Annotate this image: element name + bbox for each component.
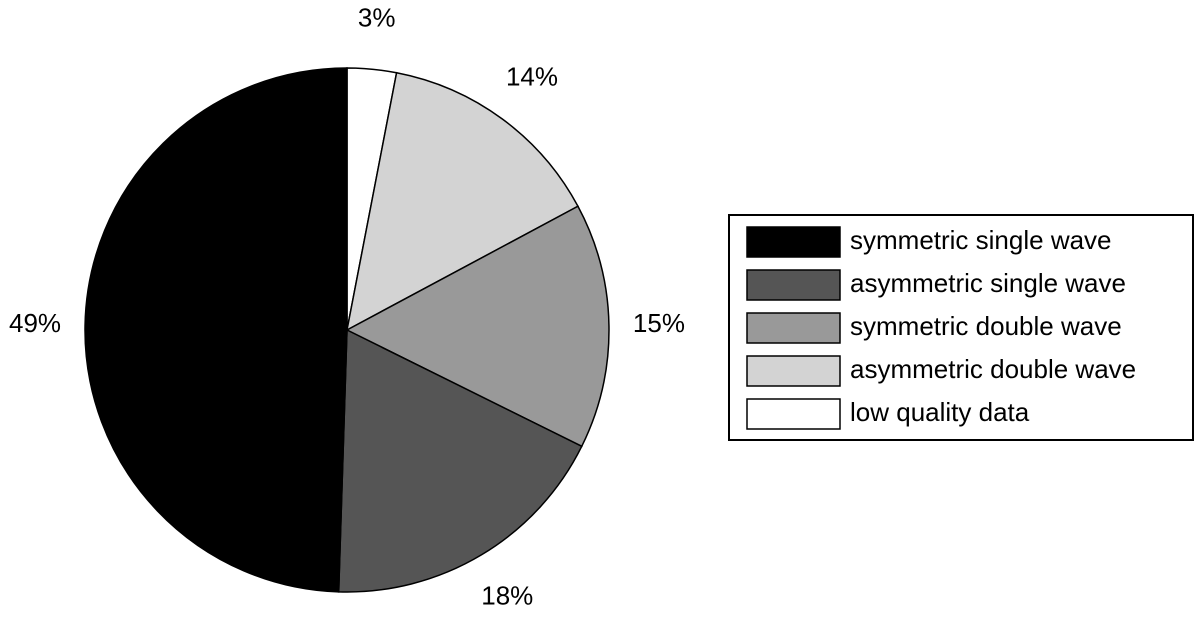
slice-label: 15% — [633, 308, 685, 338]
legend-label: low quality data — [850, 397, 1030, 427]
slice-label: 14% — [506, 62, 558, 92]
slice-label: 18% — [481, 581, 533, 611]
pie-slice — [337, 328, 583, 593]
pie-slice — [345, 205, 610, 448]
slice-label: 49% — [9, 308, 61, 338]
legend-label: symmetric double wave — [850, 311, 1122, 341]
legend-swatch — [746, 226, 841, 258]
slice-label: 3% — [358, 2, 396, 32]
pie-slice — [84, 67, 348, 593]
legend-swatch — [746, 355, 841, 387]
legend-swatch — [746, 398, 841, 430]
legend-swatch — [746, 312, 841, 344]
pie-slice — [345, 71, 579, 332]
legend-label: asymmetric single wave — [850, 268, 1126, 298]
legend-label: asymmetric double wave — [850, 354, 1136, 384]
legend-label: symmetric single wave — [850, 225, 1112, 255]
legend-swatch — [746, 269, 841, 301]
